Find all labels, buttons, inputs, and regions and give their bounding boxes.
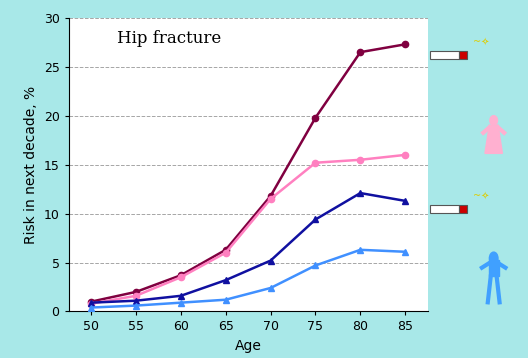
Circle shape <box>490 116 497 125</box>
Bar <box>489 261 498 276</box>
Text: ~✧: ~✧ <box>473 38 489 48</box>
X-axis label: Age: Age <box>235 339 261 353</box>
Y-axis label: Risk in next decade, %: Risk in next decade, % <box>24 86 38 244</box>
Text: Hip fracture: Hip fracture <box>117 30 221 47</box>
Polygon shape <box>485 125 503 153</box>
Text: ~✧: ~✧ <box>473 192 489 202</box>
Circle shape <box>489 252 498 265</box>
